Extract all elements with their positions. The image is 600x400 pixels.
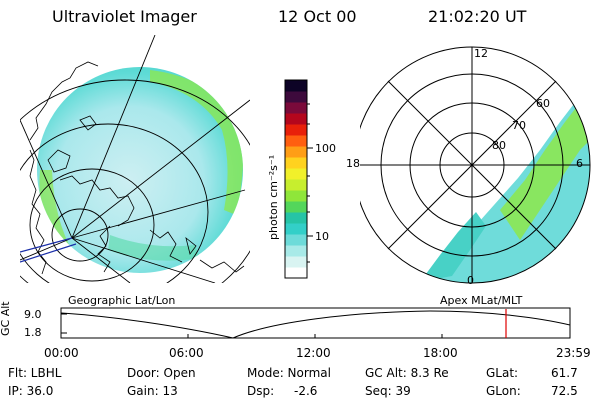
uv-emission-disc <box>37 67 243 273</box>
altitude-curve <box>60 310 571 339</box>
mlt-label-12: 12 <box>474 47 488 60</box>
colorbar-segment <box>285 124 307 136</box>
glat-label: GLat: <box>486 366 519 380</box>
altitude-tick-1-8: 1.8 <box>24 326 42 339</box>
colorbar-segment <box>285 157 307 169</box>
time-tick-0000: 00:00 <box>44 346 79 360</box>
colorbar-segment <box>285 190 307 202</box>
altitude-axis-title: GC Alt <box>0 301 12 336</box>
colorbar-segment <box>285 234 307 246</box>
altitude-plot-frame <box>60 307 571 339</box>
mlat-label-60: 60 <box>536 97 550 110</box>
mode-status: Mode: Normal <box>247 366 331 380</box>
polar-grid <box>360 46 591 284</box>
colorbar-segment <box>285 223 307 235</box>
gc-alt-status: GC Alt: 8.3 Re <box>365 366 449 380</box>
altitude-axis-ticks <box>61 313 443 338</box>
aurora-arc-south <box>108 235 200 261</box>
glon-value: 72.5 <box>551 384 578 398</box>
mlt-label-18: 18 <box>346 157 360 170</box>
colorbar-tick-10: 10 <box>315 230 329 243</box>
colorbar-segment <box>285 91 307 103</box>
colorbar-frame <box>284 79 308 279</box>
colorbar-segment <box>285 80 307 92</box>
instrument-title: Ultraviolet Imager <box>52 7 197 26</box>
door-status: Door: Open <box>127 366 196 380</box>
date-label: 12 Oct 00 <box>278 7 357 26</box>
aurora-arc-west <box>39 170 74 262</box>
colorbar-segment <box>285 267 307 279</box>
altitude-tick-9: 9.0 <box>24 308 42 321</box>
colorbar-segment <box>285 135 307 147</box>
ip-status: IP: 36.0 <box>8 384 54 398</box>
mlat-label-80: 80 <box>492 139 506 152</box>
auroral-oval-dawn <box>420 212 486 282</box>
colorbar-segment <box>285 212 307 224</box>
dsp-value: -2.6 <box>294 384 318 398</box>
projection-label-right: Apex MLat/MLT <box>440 294 523 307</box>
filter-status: Flt: LBHL <box>8 366 62 380</box>
mlat-label-70: 70 <box>512 119 526 132</box>
colorbar-ramp <box>285 80 307 279</box>
auroral-oval-bright <box>500 84 590 240</box>
mlt-label-0: 0 <box>467 274 474 287</box>
time-label: 21:02:20 UT <box>428 7 527 26</box>
dsp-label: Dsp: <box>247 384 275 398</box>
time-tick-1200: 12:00 <box>296 346 331 360</box>
terminator-line <box>20 237 73 253</box>
colorbar-segment <box>285 179 307 191</box>
seq-status: Seq: 39 <box>365 384 411 398</box>
colorbar-segment <box>285 113 307 125</box>
projection-label-left: Geographic Lat/Lon <box>68 294 176 307</box>
time-tick-2359: 23:59 <box>556 346 591 360</box>
glon-label: GLon: <box>486 384 521 398</box>
lat-lon-grid <box>20 35 250 283</box>
time-tick-1800: 18:00 <box>423 346 458 360</box>
time-tick-0600: 06:00 <box>169 346 204 360</box>
aurora-arc <box>150 70 243 215</box>
colorbar-segment <box>285 168 307 180</box>
colorbar-segment <box>285 245 307 257</box>
mlt-label-6: 6 <box>576 157 583 170</box>
gain-status: Gain: 13 <box>127 384 178 398</box>
colorbar-segment <box>285 256 307 268</box>
colorbar-ticks <box>307 103 313 263</box>
colorbar-segment <box>285 102 307 114</box>
colorbar-segment <box>285 201 307 213</box>
glat-value: 61.7 <box>551 366 578 380</box>
terminator-line-2 <box>20 243 77 263</box>
colorbar-segment <box>285 146 307 158</box>
colorbar-tick-100: 100 <box>315 142 336 155</box>
